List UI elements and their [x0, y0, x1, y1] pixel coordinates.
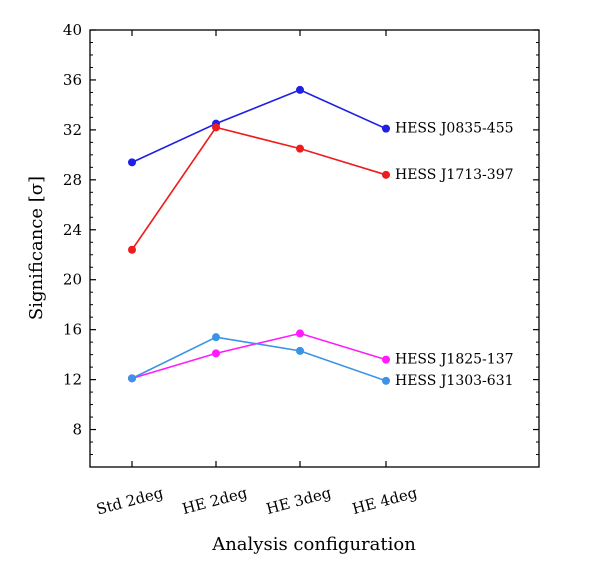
data-point — [296, 144, 304, 153]
y-tick-label: 28 — [63, 171, 82, 189]
data-point — [128, 245, 136, 254]
data-point — [296, 346, 304, 355]
series-label: HESS J1303-631 — [395, 373, 514, 389]
series-line — [131, 332, 387, 380]
data-point — [128, 374, 136, 383]
series-labels: HESS J0835-455 HESS J1713-397 HESS J1825-1… — [395, 121, 514, 389]
y-axis-title: Significance [σ] — [26, 176, 47, 320]
data-point — [128, 158, 136, 167]
series-layer — [128, 85, 390, 385]
x-axis-title: Analysis configuration — [211, 534, 416, 555]
data-point — [212, 349, 220, 358]
x-tick-label: Std 2deg — [94, 483, 165, 518]
y-tick-label: 24 — [63, 221, 82, 239]
y-tick-label: 40 — [63, 21, 82, 39]
series-line — [131, 126, 387, 251]
series-label: HESS J0835-455 — [395, 121, 514, 137]
x-tick-label: HE 2deg — [180, 483, 249, 518]
series-line — [131, 336, 387, 382]
series-label: HESS J1825-137 — [395, 352, 514, 368]
data-point — [212, 123, 220, 132]
data-point — [382, 355, 390, 364]
y-tick-label: 20 — [63, 271, 82, 289]
data-point — [382, 170, 390, 179]
plot-frame — [89, 29, 540, 468]
series-label: HESS J1713-397 — [395, 167, 514, 183]
x-axis: Std 2deg HE 2deg HE 3deg HE 4deg — [94, 30, 419, 519]
y-tick-label: 32 — [63, 121, 82, 139]
y-tick-label: 12 — [63, 371, 82, 389]
data-point — [382, 376, 390, 385]
x-tick-label: HE 3deg — [264, 483, 333, 518]
y-tick-label: 16 — [63, 321, 82, 339]
series-line — [131, 89, 387, 164]
x-tick-label: HE 4deg — [350, 483, 419, 518]
data-point — [382, 124, 390, 133]
y-tick-label: 8 — [72, 421, 82, 439]
data-point — [296, 329, 304, 338]
data-point — [296, 85, 304, 94]
y-tick-label: 36 — [63, 71, 82, 89]
y-axis: 8 12 16 20 24 28 32 36 40 — [63, 21, 539, 456]
data-point — [212, 333, 220, 342]
